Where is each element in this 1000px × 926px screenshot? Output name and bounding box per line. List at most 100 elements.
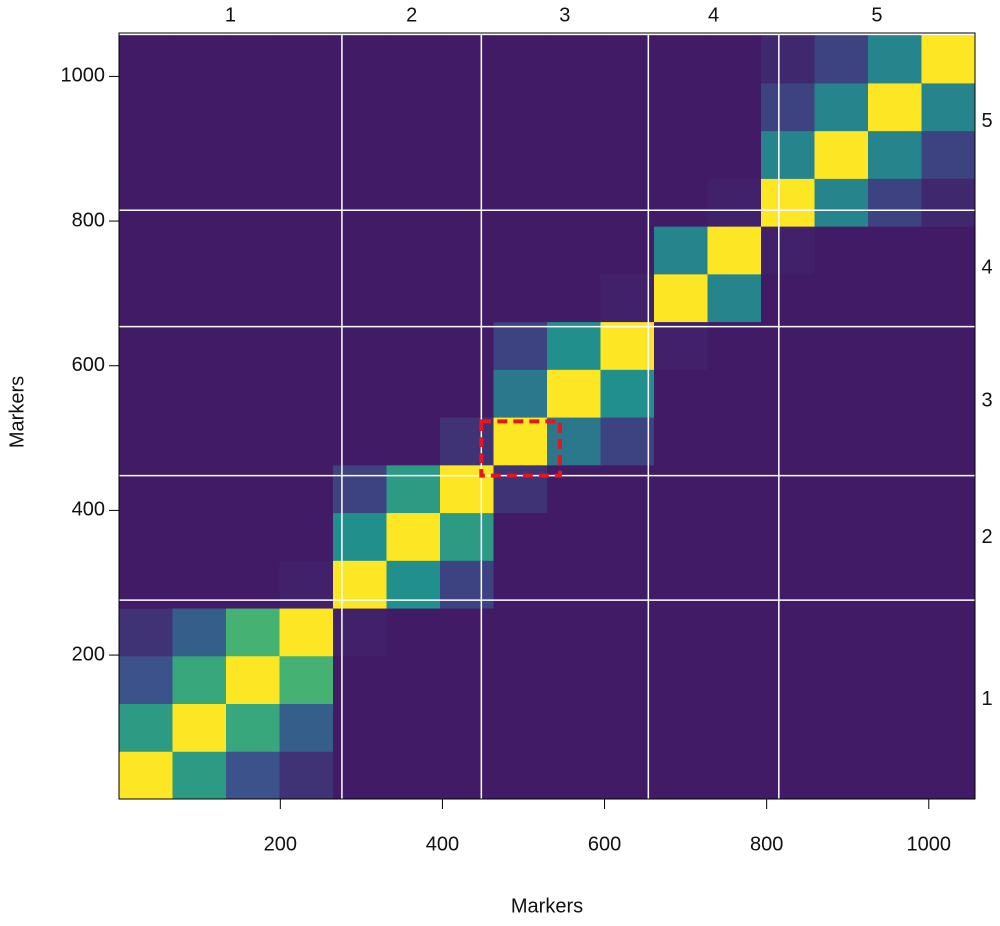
- heat-cell: [761, 608, 815, 657]
- heat-cell: [600, 178, 655, 227]
- heat-cell: [814, 464, 869, 514]
- y-tick-label: 400: [72, 499, 105, 521]
- heat-cell: [279, 417, 334, 466]
- heat-cell: [172, 369, 227, 418]
- heat-cell: [119, 130, 173, 179]
- heat-cell: [921, 512, 976, 561]
- heat-cell: [761, 464, 815, 514]
- heat-cell: [921, 464, 976, 514]
- heat-cell: [333, 417, 387, 466]
- heat-cell: [172, 464, 227, 514]
- heat-cell: [226, 417, 280, 466]
- heat-cell: [921, 130, 976, 179]
- heat-cell: [440, 82, 494, 132]
- heat-cell: [921, 703, 976, 752]
- heat-cell: [440, 655, 494, 705]
- heat-cell: [654, 369, 708, 418]
- heat-cell: [226, 130, 280, 179]
- heat-cell: [707, 608, 762, 657]
- heat-cell: [868, 369, 922, 418]
- heat-cell: [172, 82, 227, 132]
- heat-cell: [226, 369, 280, 418]
- heat-cell: [493, 512, 548, 561]
- heat-cell: [761, 751, 815, 800]
- heat-cell: [386, 703, 441, 752]
- heat-cell: [172, 35, 227, 84]
- heat-cell: [333, 560, 387, 609]
- heat-cell: [226, 82, 280, 132]
- heat-cell: [814, 560, 869, 609]
- heat-cell: [600, 321, 655, 370]
- heat-cell: [868, 655, 922, 705]
- heat-cell: [547, 321, 601, 370]
- x-tick-label: 800: [750, 833, 783, 855]
- heat-cell: [333, 178, 387, 227]
- heat-cell: [226, 35, 280, 84]
- heat-cell: [600, 226, 655, 275]
- heat-cell: [440, 178, 494, 227]
- heat-cell: [493, 608, 548, 657]
- heat-cell: [921, 560, 976, 609]
- heat-cell: [172, 655, 227, 705]
- heat-cell: [440, 751, 494, 800]
- heat-cell: [600, 464, 655, 514]
- heat-cell: [654, 560, 708, 609]
- heat-cell: [547, 703, 601, 752]
- heat-cell: [440, 464, 494, 514]
- x-axis-title: Markers: [511, 895, 583, 917]
- heat-cell: [707, 512, 762, 561]
- heat-cell: [868, 178, 922, 227]
- heat-cell: [119, 226, 173, 275]
- heat-cell: [761, 35, 815, 84]
- heat-cell: [386, 464, 441, 514]
- heat-cell: [600, 273, 655, 323]
- heat-cell: [868, 226, 922, 275]
- heat-cell: [547, 560, 601, 609]
- group-label-right: 1: [981, 688, 992, 710]
- heat-cell: [226, 512, 280, 561]
- heat-cell: [226, 273, 280, 323]
- heat-cell: [707, 35, 762, 84]
- heat-cell: [761, 130, 815, 179]
- heat-cell: [440, 130, 494, 179]
- heat-cell: [172, 703, 227, 752]
- heat-cell: [547, 178, 601, 227]
- heat-cell: [279, 655, 334, 705]
- heat-cell: [493, 130, 548, 179]
- heat-cell: [119, 560, 173, 609]
- y-axis-title: Markers: [6, 376, 28, 448]
- heat-cell: [761, 321, 815, 370]
- heat-cell: [761, 560, 815, 609]
- heat-cell: [119, 703, 173, 752]
- heat-cell: [279, 82, 334, 132]
- heat-cell: [921, 82, 976, 132]
- heat-cell: [172, 178, 227, 227]
- heat-cell: [868, 35, 922, 84]
- heat-cell: [921, 655, 976, 705]
- heat-cell: [707, 369, 762, 418]
- heat-cell: [279, 703, 334, 752]
- heat-cell: [119, 655, 173, 705]
- heat-cell: [654, 417, 708, 466]
- heat-cell: [333, 655, 387, 705]
- heat-cell: [172, 751, 227, 800]
- heat-cell: [921, 273, 976, 323]
- heat-cell: [386, 321, 441, 370]
- heat-cell: [333, 369, 387, 418]
- heat-cell: [279, 560, 334, 609]
- heat-cell: [868, 512, 922, 561]
- y-tick-label: 600: [72, 354, 105, 376]
- heat-cell: [493, 369, 548, 418]
- heat-cell: [547, 35, 601, 84]
- heat-cell: [493, 703, 548, 752]
- heat-cell: [761, 82, 815, 132]
- heat-cell: [172, 226, 227, 275]
- heat-cell: [119, 178, 173, 227]
- heat-cell: [921, 751, 976, 800]
- heat-cell: [226, 655, 280, 705]
- x-tick-label: 600: [588, 833, 621, 855]
- heat-cell: [172, 130, 227, 179]
- heat-cell: [761, 369, 815, 418]
- heat-cell: [119, 464, 173, 514]
- group-label-top: 1: [225, 4, 236, 26]
